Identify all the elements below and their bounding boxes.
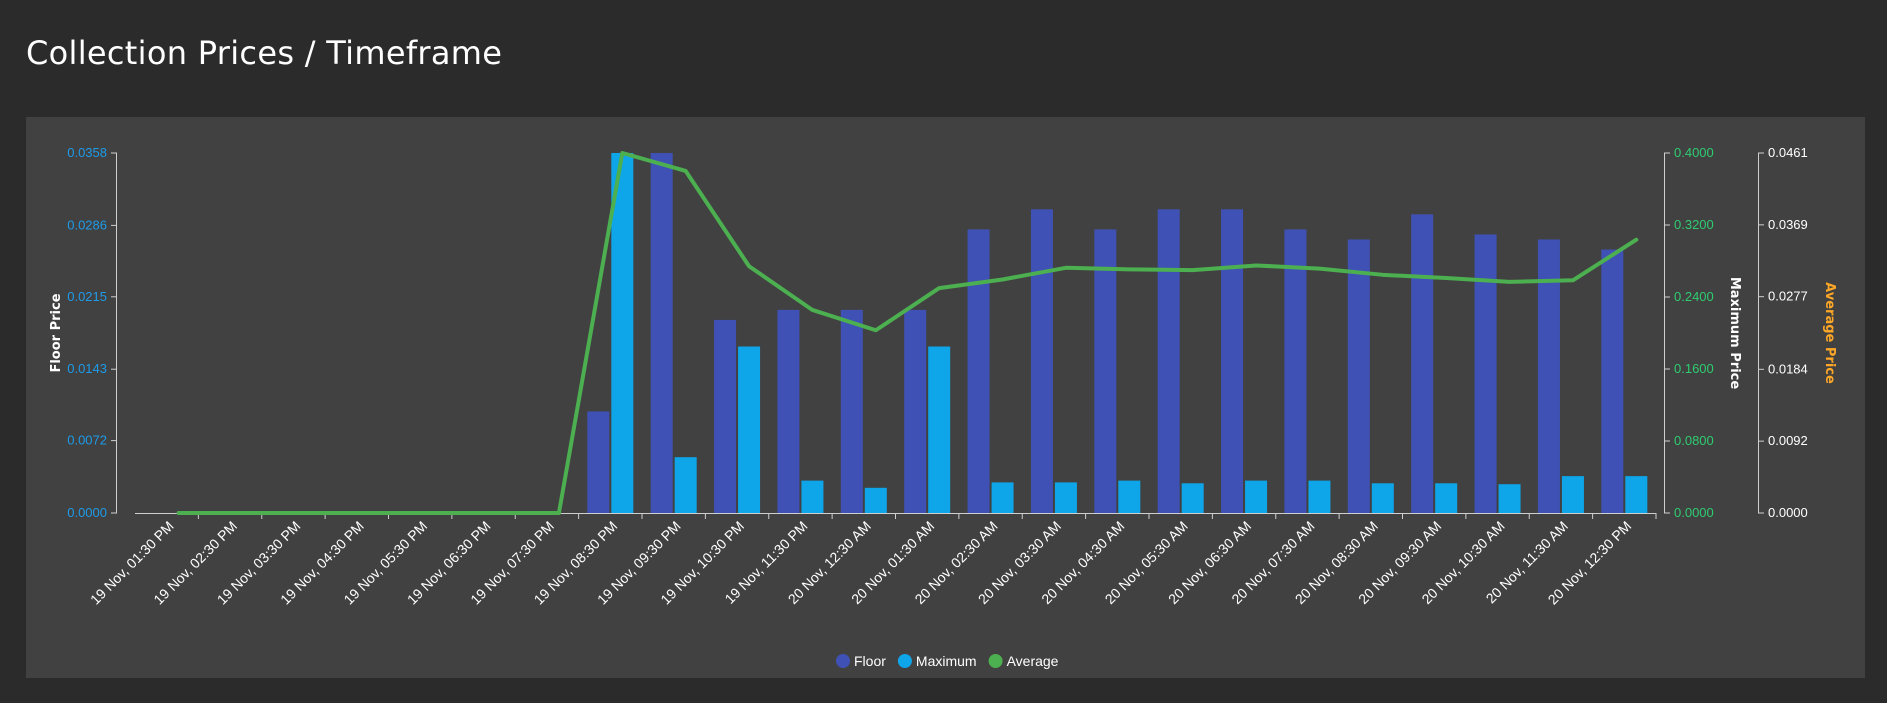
average-tick-label: 0.0277: [1768, 289, 1808, 304]
floor-tick-label: 0.0000: [67, 505, 107, 520]
floor-bar: [840, 309, 863, 513]
legend-label-floor[interactable]: Floor: [854, 653, 886, 669]
chart-card: 19 Nov, 01:30 PM 19 Nov, 02:30 PM 19 Nov, …: [26, 117, 1865, 678]
maximum-bar: [1181, 483, 1204, 513]
maximum-bar: [1054, 482, 1077, 513]
maximum-tick-label: 0.1600: [1674, 361, 1714, 376]
maximum-tick-label: 0.0800: [1674, 433, 1714, 448]
average-tick-label: 0.0000: [1768, 505, 1808, 520]
floor-bar: [777, 309, 800, 513]
floor-bar: [1157, 209, 1180, 513]
floor-bar: [650, 153, 673, 513]
maximum-bar: [991, 482, 1014, 513]
legend-marker-floor[interactable]: [836, 654, 850, 668]
floor-tick-label: 0.0215: [67, 289, 107, 304]
average-tick-label: 0.0461: [1768, 145, 1808, 160]
average-tick-label: 0.0092: [1768, 433, 1808, 448]
maximum-bar: [1118, 480, 1141, 513]
floor-bar: [1284, 229, 1307, 513]
maximum-bar: [801, 480, 824, 513]
maximum-bar: [864, 487, 887, 513]
floor-axis-title: Floor Price: [49, 293, 64, 372]
maximum-tick-label: 0.2400: [1674, 289, 1714, 304]
legend-marker-average[interactable]: [988, 654, 1003, 668]
floor-bar: [1474, 234, 1497, 513]
floor-bar: [1221, 209, 1244, 513]
maximum-bar: [674, 457, 697, 513]
floor-bar: [714, 319, 737, 513]
page-title: Collection Prices / Timeframe: [26, 34, 503, 72]
maximum-bar: [1371, 483, 1394, 513]
legend-label-average[interactable]: Average: [1007, 653, 1059, 669]
maximum-bar: [1435, 483, 1458, 513]
floor-bar: [904, 309, 927, 513]
maximum-bar: [738, 346, 761, 513]
maximum-axis-title: Maximum Price: [1727, 277, 1742, 390]
maximum-tick-label: 0.4000: [1674, 145, 1714, 160]
floor-bar: [1411, 214, 1434, 513]
maximum-bar: [928, 346, 951, 513]
floor-bar: [1347, 239, 1370, 513]
maximum-bar: [1245, 480, 1268, 513]
average-series-line: [176, 151, 1639, 515]
floor-bar: [587, 411, 610, 513]
floor-tick-label: 0.0286: [67, 217, 107, 232]
floor-tick-label: 0.0143: [67, 361, 107, 376]
floor-tick-label: 0.0358: [67, 145, 107, 160]
average-tick-label: 0.0184: [1768, 361, 1808, 376]
floor-tick-label: 0.0072: [67, 433, 107, 448]
maximum-bar: [1308, 480, 1331, 513]
average-axis-title: Average Price: [1822, 282, 1837, 384]
floor-bar: [967, 229, 990, 513]
floor-bar: [1030, 209, 1053, 513]
floor-bar: [1537, 239, 1560, 513]
legend-marker-maximum[interactable]: [897, 654, 912, 668]
maximum-bar: [611, 153, 634, 513]
legend-label-maximum[interactable]: Maximum: [916, 653, 977, 669]
maximum-bar: [1498, 484, 1521, 513]
maximum-tick-label: 0.3200: [1674, 217, 1714, 232]
floor-bar: [1601, 249, 1624, 513]
maximum-bar: [1561, 476, 1584, 513]
maximum-tick-label: 0.0000: [1674, 505, 1714, 520]
maximum-bar: [1625, 476, 1648, 513]
floor-bar: [1094, 229, 1117, 513]
average-tick-label: 0.0369: [1768, 217, 1808, 232]
